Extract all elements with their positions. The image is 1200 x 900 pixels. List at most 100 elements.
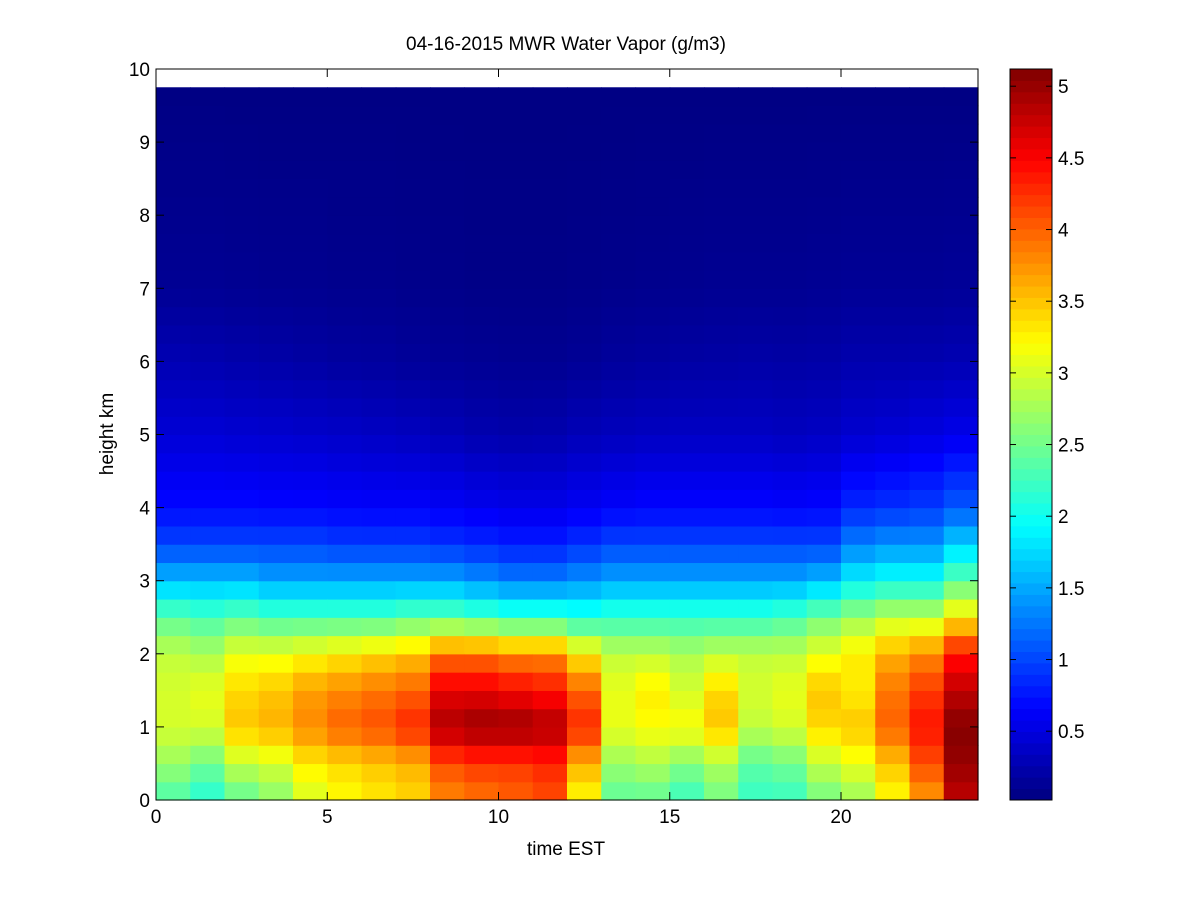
heatmap-cell [875,471,911,490]
heatmap-cell [704,178,739,198]
heatmap-cell [430,123,465,143]
heatmap-cell [772,525,808,545]
heatmap-cell [156,544,191,564]
heatmap-cell [156,617,191,637]
heatmap-cell [258,726,294,746]
heatmap-cell [498,87,534,107]
heatmap-cell [293,690,328,710]
heatmap-cell [841,763,876,783]
heatmap-cell [841,160,876,180]
heatmap-cell [601,105,637,125]
heatmap-cell [738,324,774,344]
heatmap-cell [293,178,328,198]
heatmap-cell [258,525,294,545]
heatmap-cell [943,544,979,564]
heatmap-cell [635,525,671,545]
heatmap-cell [190,452,226,472]
heatmap-cell [464,489,500,509]
heatmap-cell [909,745,945,765]
heatmap-cell [224,598,260,618]
heatmap-cell [943,233,979,253]
heatmap-cell [841,452,876,472]
heatmap-cell [669,397,705,417]
x-axis-label: time EST [527,839,606,860]
heatmap-cell [738,653,774,673]
heatmap-cell [635,507,671,527]
heatmap-cell [532,525,568,545]
heatmap-cell [258,690,294,710]
heatmap-cell [430,196,465,216]
heatmap-cell [498,160,534,180]
heatmap-cell [430,306,465,326]
heatmap-cell [156,196,191,216]
colorbar-segment [1010,240,1052,253]
heatmap-cell [498,379,534,399]
heatmap-cell [738,598,774,618]
heatmap-cell [430,690,465,710]
heatmap-cell [806,87,842,107]
heatmap-cell [293,617,328,637]
heatmap-cell [430,434,465,454]
heatmap-cell [224,434,260,454]
heatmap-cell [464,544,500,564]
y-tick-label: 7 [139,279,150,300]
y-tick-label: 10 [129,60,150,81]
heatmap-cell [464,288,500,308]
heatmap-cell [532,251,568,271]
heatmap-cell [567,251,602,271]
heatmap-cell [567,471,602,490]
heatmap-cell [704,690,739,710]
heatmap-cell [293,562,328,582]
heatmap-cell [875,745,911,765]
heatmap-cell [635,142,671,161]
heatmap-cell [190,726,226,746]
heatmap-cell [806,635,842,655]
heatmap-cell [635,672,671,691]
heatmap-cell [430,763,465,783]
heatmap-cell [635,653,671,673]
heatmap-cell [224,142,260,161]
heatmap-cell [190,617,226,637]
heatmap-cell [806,781,842,801]
heatmap-cell [532,635,568,655]
heatmap-cell [669,525,705,545]
heatmap-cell [772,251,808,271]
heatmap-cell [806,489,842,509]
heatmap-cell [635,160,671,180]
heatmap-cell [395,215,431,235]
heatmap-cell [635,178,671,198]
heatmap-cell [156,672,191,691]
heatmap-cell [361,635,397,655]
heatmap-cell [943,489,979,509]
heatmap-cell [361,745,397,765]
heatmap-cell [327,434,363,454]
heatmap-cell [464,87,500,107]
heatmap-cell [327,580,363,600]
heatmap-cell [669,763,705,783]
heatmap-cell [943,288,979,308]
heatmap-cell [532,598,568,618]
heatmap-cell [395,379,431,399]
heatmap-cell [806,653,842,673]
heatmap-cell [532,507,568,527]
heatmap-cell [430,343,465,363]
heatmap-cell [875,233,911,253]
heatmap-cell [567,544,602,564]
heatmap-cell [498,525,534,545]
heatmap-cell [875,215,911,235]
heatmap-cell [395,270,431,289]
heatmap-cell [772,471,808,490]
heatmap-cell [464,763,500,783]
heatmap-cell [532,708,568,728]
heatmap-cell [293,123,328,143]
heatmap-cell [395,160,431,180]
heatmap-cell [635,379,671,399]
heatmap-cell [498,598,534,618]
heatmap-cell [327,123,363,143]
heatmap-cell [841,489,876,509]
heatmap-cell [361,726,397,746]
heatmap-cell [841,617,876,637]
heatmap-cell [806,178,842,198]
heatmap-cell [601,196,637,216]
colorbar-segment [1010,457,1052,470]
